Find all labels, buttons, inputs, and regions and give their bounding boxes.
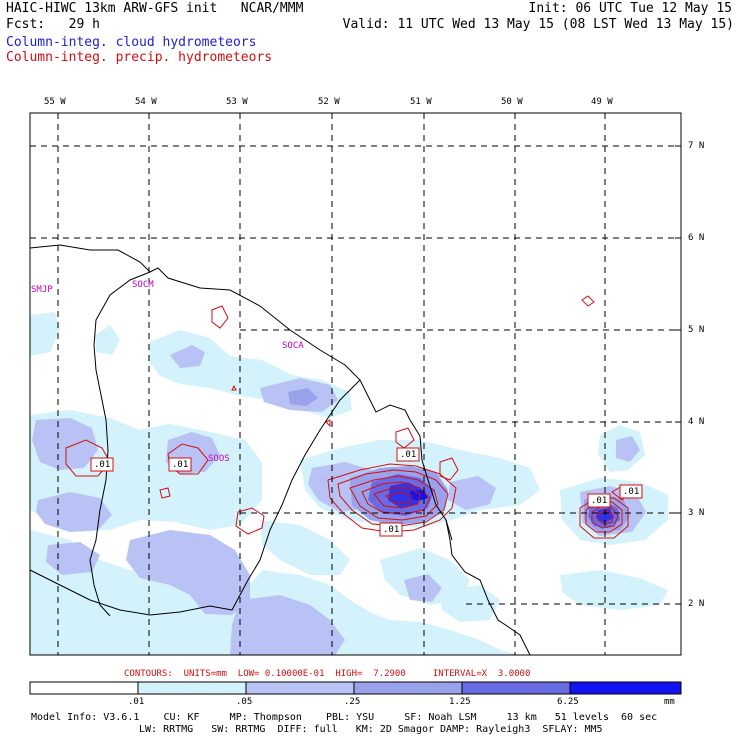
grid-lines — [30, 113, 681, 655]
valid-time: Valid: 11 UTC Wed 13 May 15 (08 LST Wed … — [342, 17, 734, 32]
colorbar-tick-label: .05 — [236, 697, 253, 707]
station-label: SOCA — [282, 341, 304, 351]
lat-label: 2 N — [688, 599, 705, 609]
lon-label: 54 W — [135, 97, 157, 107]
contour-label: .01 — [591, 496, 608, 506]
contour-label: .01 — [383, 525, 400, 535]
colorbar-tick-label: .01 — [128, 697, 145, 707]
model-info-line2: LW: RRTMG SW: RRTMG DIFF: full KM: 2D Sm… — [139, 724, 603, 735]
header-title: HAIC-HIWC 13km ARW-GFS init NCAR/MMM — [6, 1, 304, 16]
lon-label: 53 W — [226, 97, 248, 107]
forecast-hour: Fcst: 29 h — [6, 17, 100, 32]
plot-frame — [29, 112, 682, 656]
contour-label: .01 — [94, 460, 111, 470]
station-label: SOOS — [208, 454, 230, 464]
colorbar — [29, 681, 682, 695]
lon-label: 55 W — [44, 97, 66, 107]
field-1-label: Column-integ. cloud hydrometeors — [6, 35, 257, 50]
station-label: SMJP — [31, 285, 53, 295]
colorbar-tick-label: 6.25 — [557, 697, 579, 707]
model-info-line1: Model Info: V3.6.1 CU: KF MP: Thompson P… — [31, 712, 658, 723]
lon-label: 50 W — [501, 97, 523, 107]
contour-label: .01 — [172, 460, 189, 470]
init-time: Init: 06 UTC Tue 12 May 15 — [528, 1, 733, 16]
lat-label: 7 N — [688, 141, 705, 151]
lat-label: 6 N — [688, 233, 705, 243]
lon-label: 49 W — [591, 97, 613, 107]
lat-label: 4 N — [688, 417, 705, 427]
lat-label: 3 N — [688, 508, 705, 518]
colorbar-tick-label: 1.25 — [449, 697, 471, 707]
contour-label: .01 — [623, 487, 640, 497]
field-2-label: Column-integ. precip. hydrometeors — [6, 50, 273, 65]
contour-info: CONTOURS: UNITS=mm LOW= 0.10000E-01 HIGH… — [124, 669, 531, 679]
station-label: SOCM — [132, 280, 154, 290]
lon-label: 52 W — [318, 97, 340, 107]
contour-label: .01 — [400, 450, 417, 460]
precip-contours — [65, 295, 629, 539]
colorbar-tick-label: .25 — [344, 697, 361, 707]
colorbar-units: mm — [664, 697, 675, 707]
lat-label: 5 N — [688, 325, 705, 335]
lon-label: 51 W — [410, 97, 432, 107]
coastline — [29, 244, 531, 656]
tick-marks — [57, 113, 681, 605]
contour-label-boxes — [90, 447, 643, 537]
